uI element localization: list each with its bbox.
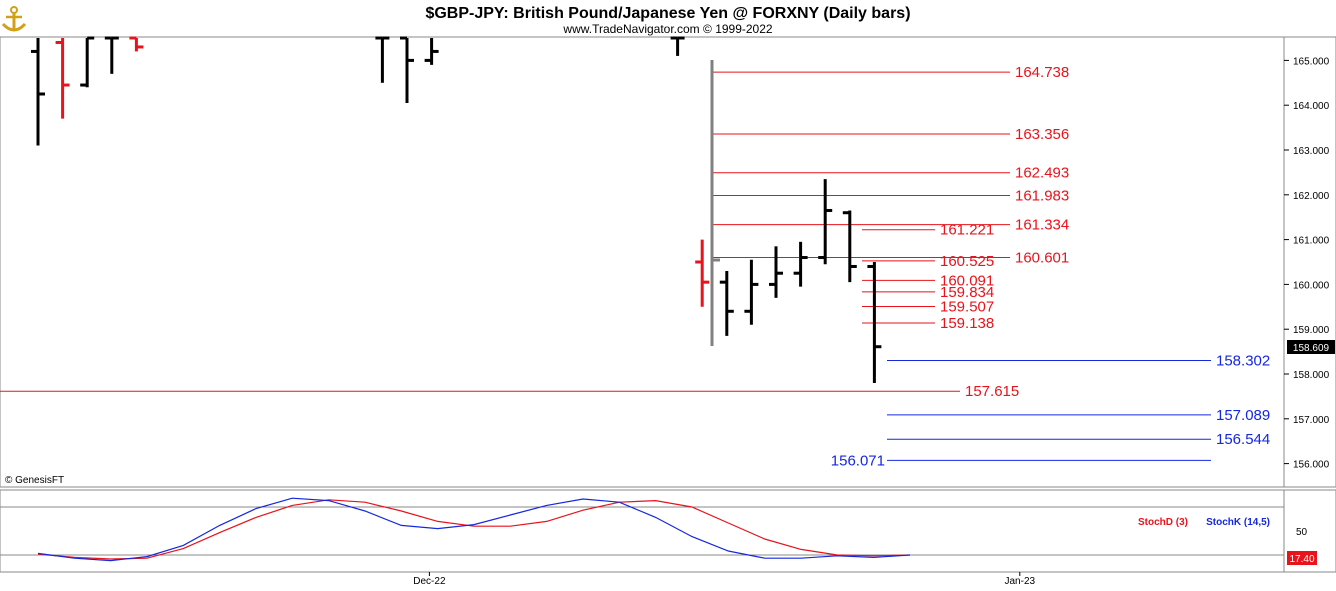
price-tick-label: 158.000 (1293, 370, 1330, 381)
chart-subtitle: www.TradeNavigator.com © 1999-2022 (562, 22, 772, 36)
oscillator-layer: 50 (0, 497, 1308, 562)
level-label: 157.615 (965, 383, 1019, 400)
legend-stoch-k: StochK (14,5) (1206, 517, 1270, 528)
level-label: 157.089 (1216, 407, 1270, 424)
price-tick-label: 165.000 (1293, 56, 1330, 67)
price-tick-label: 160.000 (1293, 280, 1330, 291)
level-label: 159.138 (940, 315, 994, 332)
date-tick-label: Jan-23 (1005, 576, 1036, 587)
ohlc-bar (867, 262, 882, 383)
ohlc-bars-layer (31, 36, 882, 383)
oscillator-badge (1287, 551, 1317, 565)
price-axis-ticks: 156.000 157.000 158.000 159.000 160.000 161.0… (1284, 56, 1330, 471)
stoch-d-line (37, 499, 911, 560)
anchor-logo-icon (1, 6, 27, 32)
oscillator-tick-label: 50 (1296, 527, 1308, 538)
legend-stoch-d: StochD (3) (1138, 517, 1188, 528)
level-label: 164.738 (1015, 64, 1069, 81)
levels-layer: 164.738 163.356 162.493 161.983 161.334 161.2… (0, 64, 1270, 469)
ohlc-bar (719, 270, 734, 336)
ohlc-bar (104, 36, 119, 74)
ohlc-bar (695, 239, 710, 307)
level-label: 156.544 (1216, 431, 1270, 448)
chart-title: $GBP-JPY: British Pound/Japanese Yen @ F… (425, 5, 910, 22)
level-label: 163.356 (1015, 126, 1069, 143)
oscillator-panel (0, 489, 1285, 573)
ohlc-bar (375, 36, 390, 83)
date-axis: Dec-22 Jan-23 (413, 572, 1036, 587)
stoch-k-line (37, 497, 911, 562)
level-label: 156.071 (831, 452, 885, 469)
level-label: 160.091 (940, 272, 994, 289)
level-label: 159.834 (940, 284, 994, 301)
ohlc-bar (400, 36, 414, 103)
date-tick-label: Dec-22 (413, 576, 446, 587)
price-tick-label: 163.000 (1293, 146, 1330, 157)
ohlc-bar (55, 38, 70, 119)
price-panel (0, 36, 1285, 488)
price-tick-label: 157.000 (1293, 415, 1330, 426)
price-tick-label: 164.000 (1293, 101, 1330, 112)
watermark: © GenesisFT (5, 475, 64, 486)
last-price-label: 158.609 (1293, 343, 1330, 354)
level-label: 159.507 (940, 298, 994, 315)
level-label: 162.493 (1015, 165, 1069, 182)
level-label: 158.302 (1216, 352, 1270, 369)
level-label: 160.601 (1015, 249, 1069, 266)
ohlc-bar (818, 179, 833, 265)
ohlc-bar (80, 36, 95, 88)
last-price-badge (1287, 340, 1335, 354)
ohlc-bar (793, 241, 808, 287)
ohlc-bar (31, 38, 45, 146)
ohlc-bar (129, 36, 144, 52)
price-tick-label: 159.000 (1293, 325, 1330, 336)
ohlc-bar (670, 36, 685, 56)
price-tick-label: 162.000 (1293, 191, 1330, 202)
ohlc-bar (769, 246, 783, 298)
level-label: 161.221 (940, 222, 994, 239)
ohlc-bar (744, 259, 759, 325)
ohlc-bar (842, 210, 857, 283)
ohlc-bar (424, 38, 439, 65)
level-label: 161.983 (1015, 188, 1069, 205)
price-tick-label: 156.000 (1293, 460, 1330, 471)
price-tick-label: 161.000 (1293, 236, 1330, 247)
oscillator-badge-label: 17.40 (1289, 554, 1314, 565)
level-label: 161.334 (1015, 217, 1069, 234)
level-label: 160.525 (940, 253, 994, 270)
price-axis (1283, 36, 1336, 488)
